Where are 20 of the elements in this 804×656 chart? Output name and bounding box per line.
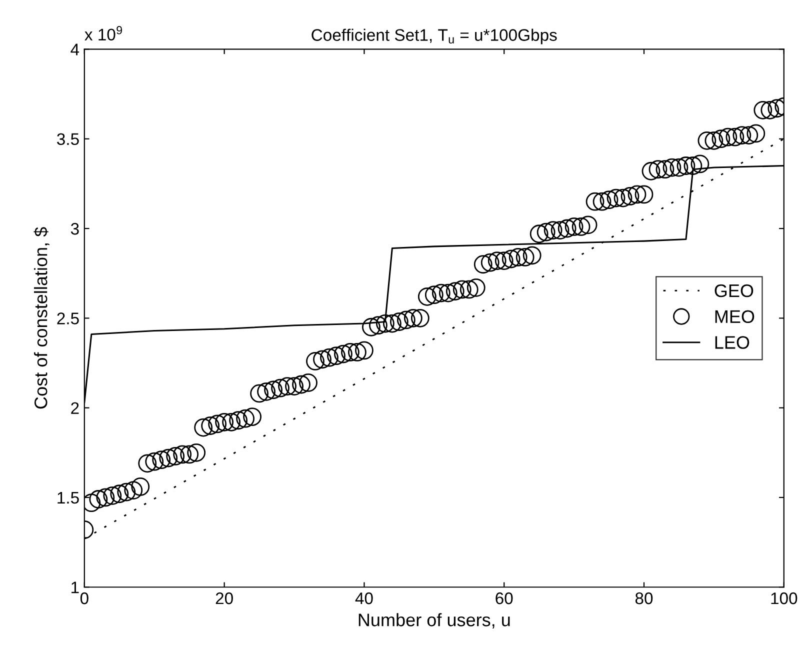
y-tick-label: 2.5 <box>57 312 79 324</box>
x-tick-label: 60 <box>496 592 513 604</box>
y-tick-label: 3 <box>70 222 79 235</box>
chart-title: Coefficient Set1, T$_{u}$ = u*100Gbps <box>312 28 557 44</box>
y-tick-label: 1.5 <box>58 492 79 504</box>
x-tick-label: 80 <box>635 592 653 604</box>
x-tick-label: 0 <box>80 592 88 604</box>
text: x 10$^{9}$ <box>84 26 122 41</box>
y-axis-title: Cost of constellation, $ <box>34 227 50 409</box>
x-tick-label: 40 <box>355 592 373 604</box>
x-axis-title: Number of users, u <box>358 613 510 628</box>
legend-label: MEO <box>715 310 754 324</box>
y-tick-label: 1 <box>72 582 79 594</box>
legend-label: LEO <box>715 336 750 349</box>
legend-label: GEO <box>714 284 754 298</box>
x-tick-label: 20 <box>216 592 233 604</box>
x-tick-label: 100 <box>771 592 798 604</box>
y-tick-label: 2 <box>71 402 79 414</box>
y-tick-label: 4 <box>70 44 80 56</box>
y-tick-label: 3.5 <box>57 133 79 146</box>
